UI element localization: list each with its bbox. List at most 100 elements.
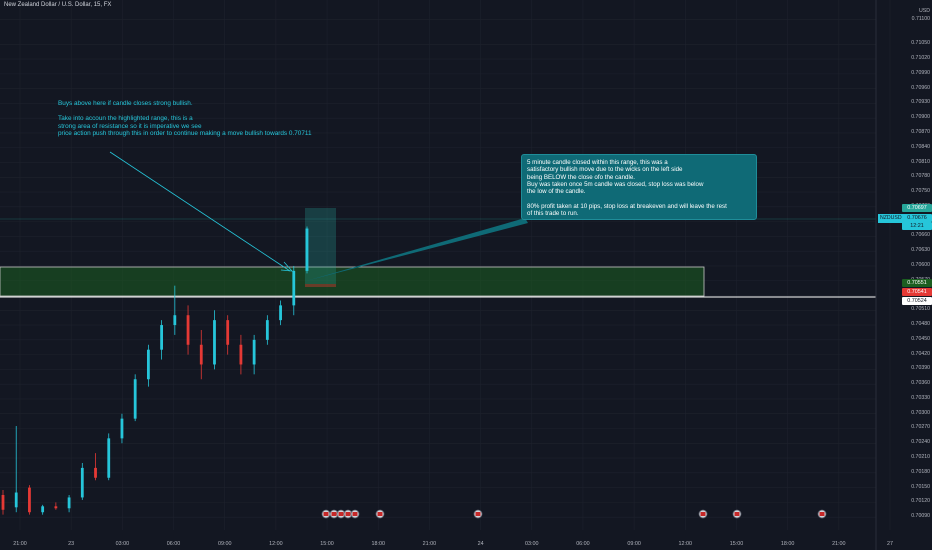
time-tick-label: 21:00	[422, 541, 437, 547]
chart-grid	[0, 0, 891, 530]
price-tick-label: 0.70510	[911, 306, 930, 313]
candle-body	[67, 497, 71, 509]
price-tick-label: 0.70390	[911, 365, 930, 372]
time-tick-label: 09:00	[217, 541, 232, 547]
callout-pointer	[306, 218, 528, 281]
position-profit-box[interactable]	[305, 208, 336, 284]
candle-body	[265, 320, 269, 340]
candle-body	[133, 379, 137, 419]
price-tick-label: 0.70330	[911, 394, 930, 401]
left-note[interactable]: Buys above here if candle closes strong …	[58, 100, 312, 138]
price-tick-label: 0.71050	[911, 40, 930, 47]
event-flag-icon	[700, 512, 706, 516]
price-axis-currency: USD	[919, 8, 930, 14]
candle-body	[1, 494, 5, 510]
zone-top-tag: 0.70551	[902, 279, 932, 287]
candle-body	[305, 228, 309, 271]
time-tick-label: 06:00	[576, 541, 590, 547]
event-flag-icon	[345, 512, 351, 516]
candles-layer	[1, 226, 309, 515]
stop-price-tag: 0.70541	[902, 288, 932, 296]
candle-body	[107, 438, 111, 478]
candle-body	[226, 320, 230, 345]
time-tick-label: 15:00	[320, 541, 334, 547]
price-tick-label: 0.70480	[911, 321, 930, 328]
price-tick-label: 0.70840	[911, 143, 930, 150]
candle-body	[186, 315, 190, 345]
resistance-zone[interactable]	[0, 266, 705, 297]
candle-body	[279, 305, 282, 321]
price-tick-label: 0.70210	[911, 454, 930, 461]
price-tick-label: 0.70750	[911, 188, 930, 195]
price-tick-label: 0.70450	[911, 335, 930, 342]
candle-body	[252, 339, 256, 365]
price-tick-label: 0.70900	[911, 114, 930, 121]
events-row	[321, 509, 827, 519]
candle-body	[41, 506, 45, 513]
price-tick-label: 0.70420	[911, 350, 930, 357]
time-tick-label: 18:00	[371, 541, 385, 547]
time-tick-label: 27	[887, 541, 893, 547]
note-arrowhead	[280, 261, 293, 272]
event-flag-icon	[734, 512, 740, 516]
time-tick-label: 24	[477, 541, 484, 547]
event-flag-icon	[338, 512, 344, 516]
price-tick-label: 0.70990	[911, 69, 930, 76]
candle-body	[80, 467, 84, 498]
time-tick-label: 15:00	[729, 541, 744, 547]
price-tick-label: 0.70120	[911, 498, 930, 505]
time-tick-label: 12:00	[269, 541, 283, 547]
time-tick-label: 21:00	[832, 541, 846, 547]
price-tick-label: 0.71020	[911, 55, 930, 62]
price-tick-label: 0.70360	[911, 380, 930, 387]
timer-tag: 12:21	[902, 222, 932, 230]
trade-callout[interactable]: 5 minute candle closed within this range…	[521, 154, 757, 220]
price-tick-label: 0.70300	[911, 409, 930, 416]
time-tick-label: 18:00	[780, 541, 795, 547]
event-flag-icon	[475, 512, 481, 516]
position-loss-box[interactable]	[305, 284, 336, 287]
price-tick-label: 0.70660	[911, 232, 930, 239]
time-tick-label: 06:00	[166, 541, 181, 547]
time-tick-label: 03:00	[525, 541, 539, 547]
price-tick-label: 0.70180	[911, 468, 930, 475]
candle-body	[94, 467, 97, 478]
price-tick-label: 0.71100	[911, 15, 930, 22]
candle-body	[239, 344, 243, 365]
time-tick-label: 09:00	[627, 541, 641, 547]
time-tick-label: 03:00	[115, 541, 130, 547]
event-flag-icon	[377, 512, 383, 516]
candle-body	[120, 418, 124, 439]
candle-body	[213, 320, 216, 365]
event-flag-icon	[352, 512, 358, 516]
candle-body	[199, 344, 203, 365]
candle-body	[14, 492, 18, 508]
candle-body	[292, 270, 296, 306]
time-tick-label: 21:00	[13, 541, 27, 547]
price-tick-label: 0.70240	[911, 439, 930, 446]
candle-body	[146, 349, 150, 380]
price-tick-label: 0.70090	[911, 513, 930, 520]
event-flag-icon	[819, 512, 825, 516]
candle-body	[160, 325, 164, 350]
time-tick-label: 23	[68, 541, 75, 547]
candle-body	[28, 487, 31, 513]
current-price-tag: 0.70676	[902, 214, 932, 222]
resistance-price-tag: 0.70524	[902, 297, 932, 305]
note-arrow[interactable]	[109, 151, 291, 272]
price-tick-label: 0.70600	[911, 261, 930, 268]
price-tick-label: 0.70810	[911, 158, 930, 165]
price-tick-label: 0.70270	[911, 424, 930, 431]
price-tick-label: 0.70780	[911, 173, 930, 180]
price-tick-label: 0.70930	[911, 99, 930, 106]
price-tick-label: 0.70150	[911, 483, 930, 490]
candle-body	[54, 506, 58, 509]
price-tick-label: 0.70870	[911, 128, 930, 135]
symbol-title: New Zealand Dollar / U.S. Dollar, 15, FX	[4, 2, 112, 8]
price-tick-label: 0.70960	[911, 84, 930, 91]
event-flag-icon	[331, 512, 337, 516]
symbol-tag: NZDUSD	[878, 214, 904, 223]
time-tick-label: 12:00	[678, 541, 693, 547]
event-flag-icon	[323, 512, 329, 516]
